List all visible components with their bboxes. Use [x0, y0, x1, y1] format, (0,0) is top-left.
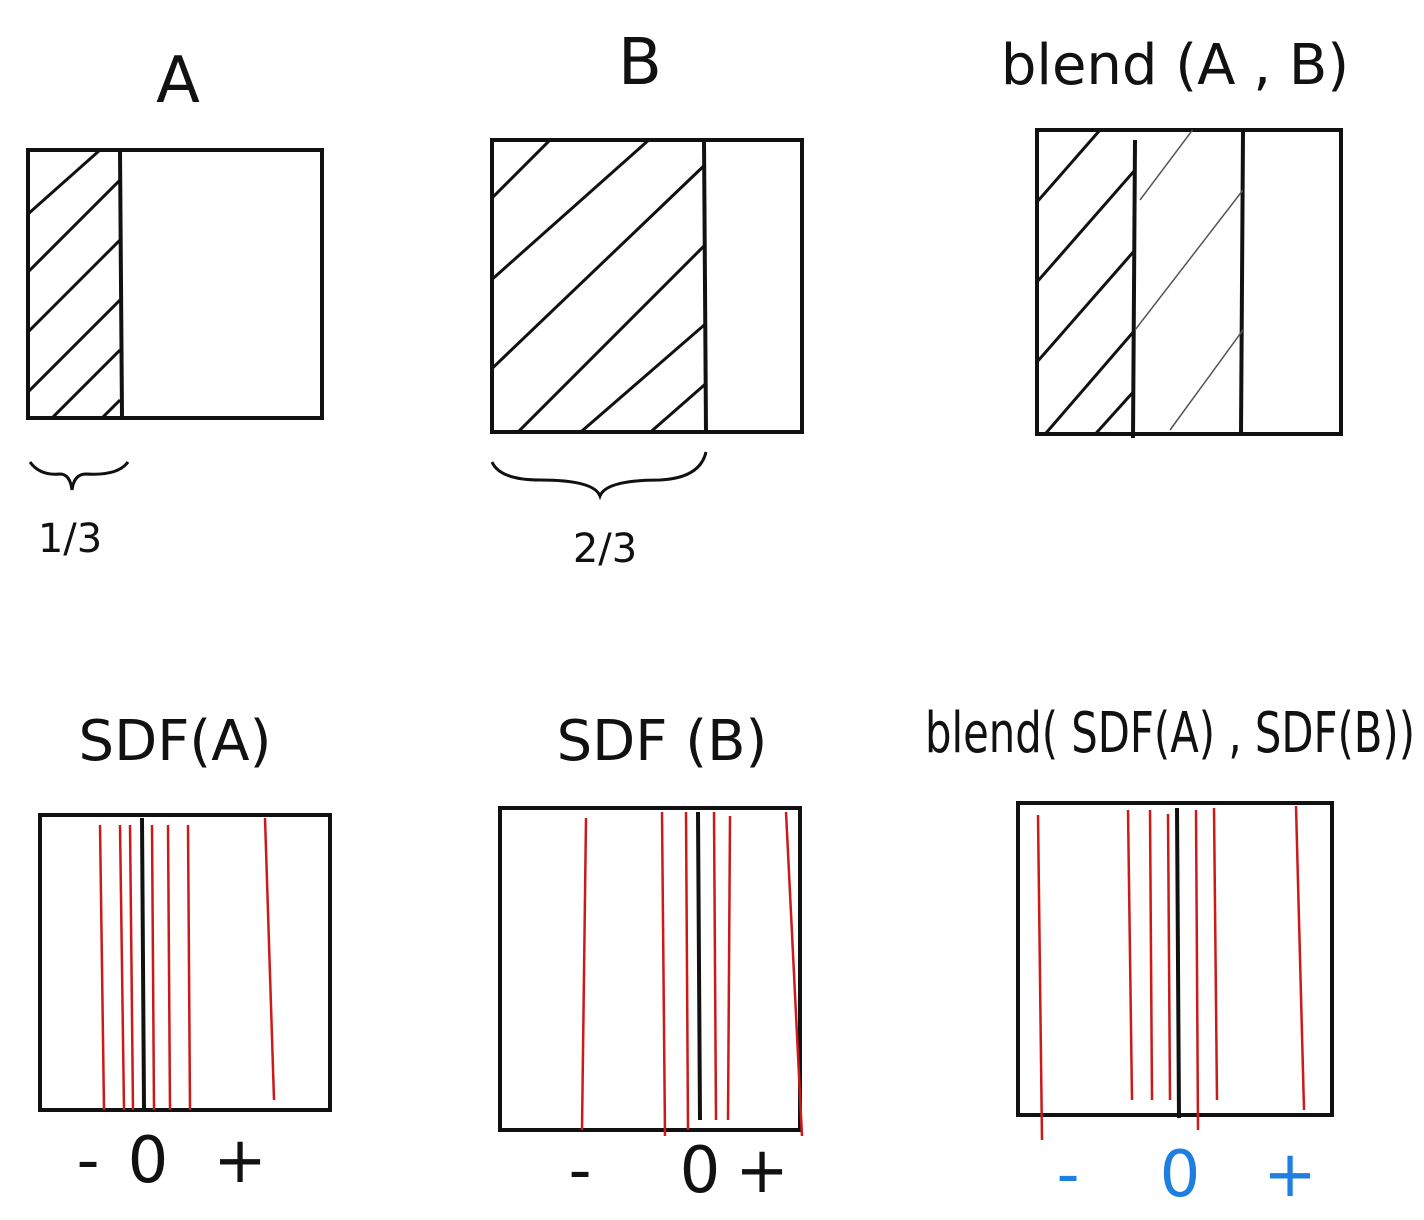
panel-sdf-a-plus-label: +	[213, 1124, 267, 1198]
panel-sdf-b: SDF (B) - 0 +	[498, 709, 804, 1208]
panel-sdf-b-zero-label: 0	[680, 1134, 721, 1208]
contour-line	[128, 824, 135, 1111]
panel-a: A 1/3	[26, 44, 324, 562]
contour-line	[186, 824, 192, 1111]
panel-sdf-a-zero-label: 0	[128, 1124, 169, 1198]
contour-line	[166, 824, 172, 1111]
panel-sdf-b-plus-label: +	[735, 1134, 789, 1208]
panel-blend-light-hatching	[1135, 130, 1243, 431]
panel-sdf-a-zero-line	[140, 817, 146, 1109]
contour-line	[580, 817, 588, 1131]
panel-b-brace	[490, 451, 708, 501]
panel-sdf-blend-zero-label: 0	[1160, 1138, 1201, 1212]
panel-b-divider	[702, 139, 708, 433]
contour-line	[1126, 809, 1134, 1101]
panel-a-fraction-label: 1/3	[38, 516, 102, 562]
panel-sdf-blend-contours	[1036, 805, 1306, 1141]
contour-line	[118, 824, 126, 1111]
contour-line	[1294, 805, 1306, 1111]
panel-sdf-a-minus-label: -	[76, 1124, 99, 1198]
contour-line	[660, 811, 667, 1137]
panel-a-divider	[118, 149, 124, 419]
panel-sdf-b-frame	[498, 806, 802, 1132]
contour-line	[726, 815, 732, 1121]
panel-sdf-b-minus-label: -	[568, 1134, 591, 1208]
panel-sdf-a-frame	[38, 813, 332, 1112]
contour-line	[1148, 809, 1154, 1101]
panel-blend-title: blend (A , B)	[1001, 33, 1349, 98]
panel-b-title: B	[618, 26, 662, 100]
panel-b: B 2/3	[490, 26, 804, 572]
contour-line	[1036, 814, 1044, 1141]
panel-a-title: A	[156, 44, 200, 118]
contour-line	[684, 811, 690, 1131]
panel-b-frame	[490, 138, 804, 434]
panel-blend-divider-2	[1239, 131, 1245, 435]
panel-sdf-blend: blend( SDF(A) , SDF(B)) - 0 +	[925, 701, 1415, 1212]
contour-line	[1166, 813, 1172, 1101]
contour-line	[784, 811, 804, 1137]
panel-sdf-blend-title: blend( SDF(A) , SDF(B))	[925, 701, 1415, 766]
contour-line	[1212, 807, 1219, 1101]
contour-line	[1194, 809, 1200, 1131]
panel-sdf-b-zero-line	[696, 811, 702, 1121]
panel-sdf-blend-zero-line	[1175, 807, 1181, 1119]
panel-a-hatching	[28, 150, 120, 418]
panel-blend: blend (A , B)	[1001, 33, 1349, 439]
panel-sdf-a: SDF(A) - 0 +	[38, 709, 332, 1198]
contour-line	[98, 824, 106, 1111]
panel-b-hatching	[492, 140, 704, 432]
panel-a-brace	[28, 461, 130, 491]
panel-sdf-a-contours	[98, 817, 276, 1111]
panel-sdf-b-contours	[580, 811, 804, 1137]
contour-line	[712, 811, 718, 1121]
panel-b-fraction-label: 2/3	[573, 526, 637, 572]
panel-sdf-blend-minus-label: -	[1056, 1138, 1079, 1212]
panel-sdf-blend-frame	[1016, 801, 1334, 1117]
contour-line	[150, 824, 156, 1111]
panel-blend-dense-hatching	[1037, 130, 1135, 434]
contour-line	[263, 817, 276, 1101]
panel-sdf-a-title: SDF(A)	[79, 709, 272, 774]
panel-sdf-b-title: SDF (B)	[557, 709, 768, 774]
panel-blend-divider-1	[1131, 139, 1137, 439]
panel-sdf-blend-plus-label: +	[1263, 1138, 1317, 1212]
panel-a-frame	[26, 148, 324, 420]
